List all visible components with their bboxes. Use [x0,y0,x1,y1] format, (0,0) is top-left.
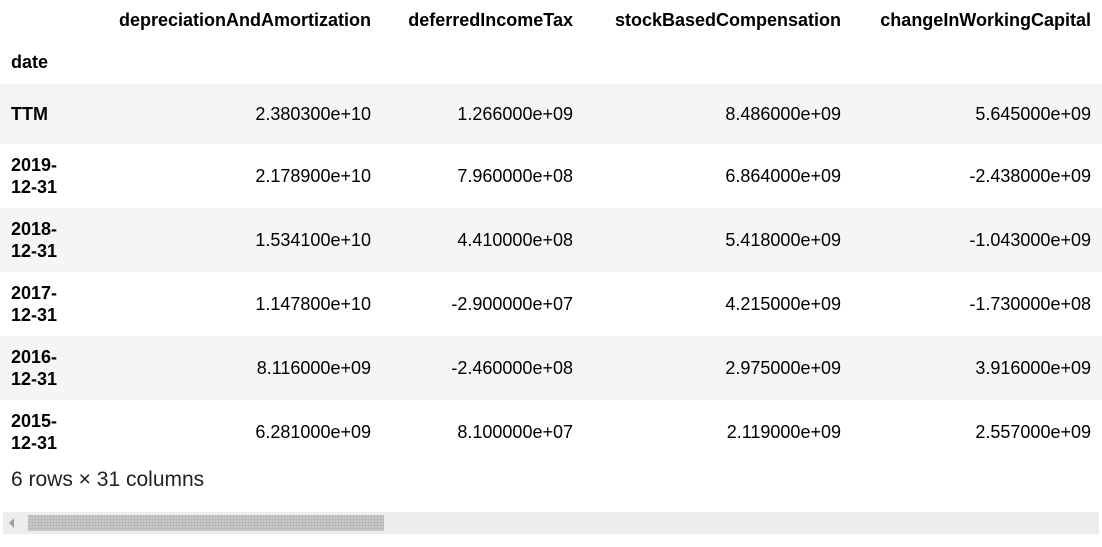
table-cell: 2.380300e+10 [255,103,371,124]
row-index-label: 2016- 12-31 [11,347,58,389]
table-cell: -2.460000e+08 [451,357,573,378]
table-cell: 8.100000e+07 [457,421,573,442]
chevron-left-icon[interactable] [9,518,14,528]
table-cell: 6.281000e+09 [255,421,371,442]
table-cell: 2.178900e+10 [255,165,371,186]
table-cell: 8.116000e+09 [256,357,371,378]
table-cell: 6.864000e+09 [725,165,841,186]
index-name-row: date [0,40,1102,84]
dataframe-shape-text: 6 rows × 31 columns [11,468,205,491]
table-cell: 1.266000e+09 [457,103,573,124]
table-cell: 1.534100e+10 [255,229,371,250]
table-cell: -1.043000e+09 [969,229,1091,250]
table-cell: 4.215000e+09 [725,293,841,314]
table-cell: 7.960000e+08 [457,165,573,186]
index-name-header: date [11,51,49,72]
row-index-label: 2019- 12-31 [11,155,58,197]
table-row: 2015- 12-31 6.281000e+09 8.100000e+07 2.1… [0,400,1102,464]
index-corner-cell [0,0,56,40]
table-cell: 5.645000e+09 [975,103,1091,124]
table-cell: 4.410000e+08 [457,229,573,250]
table-row: 2016- 12-31 8.116000e+09 -2.460000e+08 2.… [0,336,1102,400]
table-cell: 2.119000e+09 [726,421,841,442]
row-index-label: 2015- 12-31 [11,411,58,453]
column-header: stockBasedCompensation [614,9,841,30]
column-header: deferredIncomeTax [408,9,573,30]
column-header: depreciationAndAmortization [118,9,371,30]
table-row: TTM 2.380300e+10 1.266000e+09 8.486000e+… [0,84,1102,144]
table-cell: 1.147800e+10 [255,293,371,314]
table-cell: 2.975000e+09 [725,357,841,378]
table-cell: 5.418000e+09 [725,229,841,250]
table-cell: -1.730000e+08 [969,293,1091,314]
dataframe-output: depreciationAndAmortization deferredInco… [0,0,1102,464]
table-cell: -2.438000e+09 [969,165,1091,186]
dataframe-table: depreciationAndAmortization deferredInco… [0,0,1102,464]
column-header: changeInWorkingCapital [880,9,1091,30]
table-cell: 2.557000e+09 [975,421,1091,442]
table-cell: 8.486000e+09 [725,103,841,124]
table-cell: 3.916000e+09 [975,357,1091,378]
row-index-label: 2018- 12-31 [11,219,58,261]
row-index-label: 2017- 12-31 [11,283,58,325]
table-row: 2018- 12-31 1.534100e+10 4.410000e+08 5.4… [0,208,1102,272]
column-header-row: depreciationAndAmortization deferredInco… [0,0,1102,40]
table-row: 2017- 12-31 1.147800e+10 -2.900000e+07 4.… [0,272,1102,336]
table-row: 2019- 12-31 2.178900e+10 7.960000e+08 6.8… [0,144,1102,208]
horizontal-scrollbar[interactable] [3,512,1099,534]
table-cell: -2.900000e+07 [451,293,573,314]
scrollbar-thumb[interactable] [28,515,384,531]
row-index-label: TTM [11,104,48,124]
